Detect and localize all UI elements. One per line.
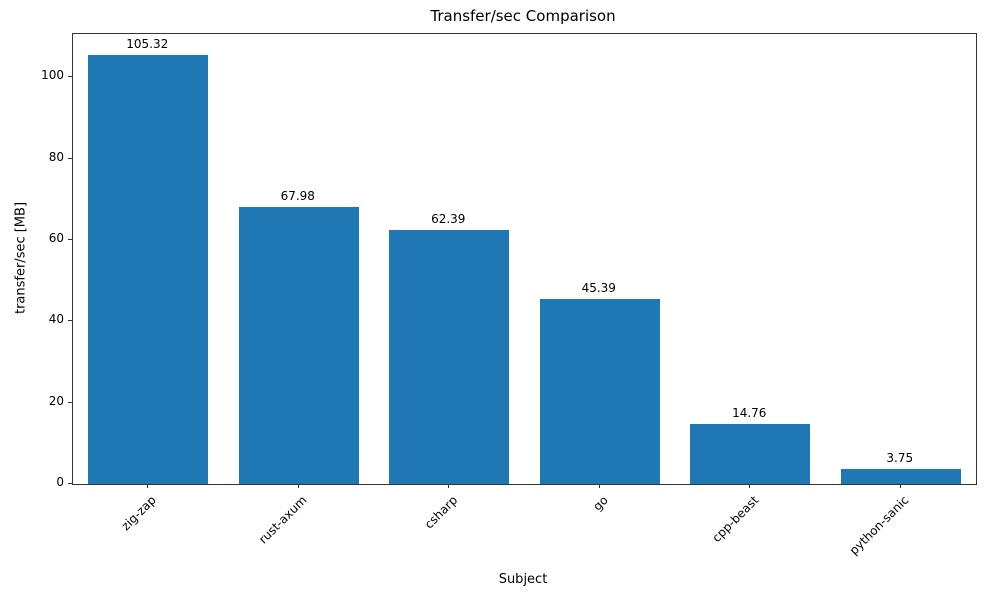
y-tick-label: 60 (48, 230, 64, 245)
x-tick-label: cpp-beast (709, 493, 762, 545)
bar (238, 207, 359, 484)
x-tick-label: go (590, 493, 611, 514)
x-tick-label: python-sanic (846, 493, 912, 558)
y-tick-label: 80 (48, 149, 64, 164)
y-tick-label: 20 (48, 393, 64, 408)
y-tick-label: 40 (48, 312, 64, 327)
y-tick-label: 0 (56, 475, 64, 489)
x-tick-label: csharp (421, 493, 461, 532)
bar (389, 230, 510, 484)
plot-area (72, 33, 977, 485)
y-tick-label: 100 (41, 68, 64, 83)
bar (690, 423, 811, 484)
bar (840, 468, 961, 484)
x-tick-label: rust-axum (256, 493, 310, 547)
bar (88, 55, 209, 484)
x-tick-label: zig-zap (118, 493, 160, 534)
y-axis-label: transfer/sec [MB] (13, 201, 29, 315)
chart-title: Transfer/sec Comparison (430, 7, 616, 25)
bar (539, 299, 660, 484)
x-axis-label: Subject (498, 572, 548, 587)
